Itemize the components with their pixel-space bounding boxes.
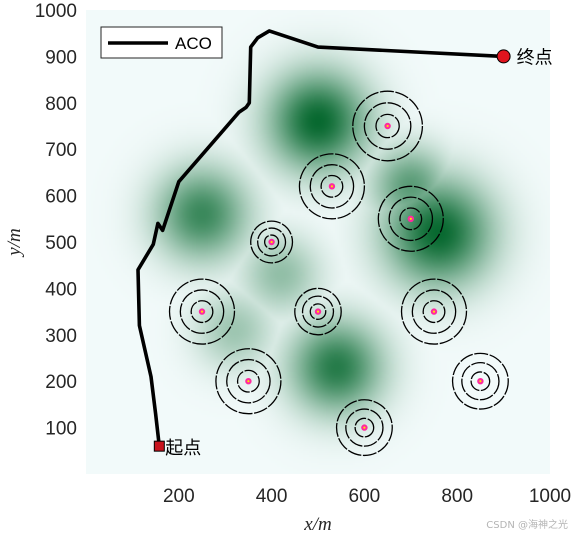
obstacle-ring (411, 289, 457, 334)
obstacle-ring (309, 303, 327, 320)
obstacle-ring (388, 196, 434, 242)
obstacle-ring (250, 220, 294, 264)
obstacle-3 (377, 185, 444, 252)
obstacle-ring (263, 234, 280, 250)
y-tick-label: 400 (45, 279, 77, 300)
obstacle-center-core (316, 310, 320, 313)
obstacle-ring (298, 153, 366, 220)
obstacle-ring (168, 278, 236, 345)
y-tick-label: 1000 (35, 1, 77, 22)
obstacle-center-core (330, 185, 334, 188)
x-tick-label: 600 (349, 486, 381, 507)
obstacle-9 (451, 352, 509, 410)
obstacle-ring (179, 289, 225, 334)
terrain-heatmap (86, 10, 550, 474)
obstacle-ring (461, 361, 500, 401)
path-layer (136, 29, 506, 449)
obstacle-ring (301, 295, 335, 328)
obstacle-center-core (386, 124, 389, 128)
obstacle-ring (451, 352, 509, 410)
obstacle-1 (352, 90, 424, 162)
x-tick-label: 800 (441, 486, 473, 507)
y-tick-label: 700 (45, 140, 77, 161)
obstacle-ring (309, 164, 355, 209)
obstacle-center-core (479, 380, 482, 383)
obstacle-ring (399, 207, 423, 231)
obstacle-2 (298, 153, 366, 220)
obstacle-6 (294, 287, 342, 336)
y-tick-label: 500 (45, 233, 77, 254)
y-tick-label: 200 (45, 372, 77, 393)
x-axis-label: x/m (303, 514, 331, 535)
start-label: 起点 (165, 438, 201, 459)
series-line-aco (136, 29, 506, 449)
obstacle-center-core (200, 310, 204, 313)
start-marker (153, 440, 165, 452)
obstacle-ring (226, 358, 271, 404)
obstacle-ring (257, 227, 287, 257)
watermark: CSDN @海神之光 (486, 518, 568, 531)
obstacle-ring (190, 300, 214, 324)
y-tick-label: 100 (45, 419, 77, 440)
markers-layer: 起点 终点 (153, 47, 553, 459)
obstacle-ring (470, 371, 491, 392)
legend: ACO (100, 26, 223, 59)
obstacle-center-core (432, 310, 436, 313)
obstacle-ring (335, 399, 393, 457)
obstacle-center-core (247, 380, 250, 383)
obstacle-4 (250, 220, 294, 264)
x-tick-label: 400 (256, 486, 288, 507)
obstacle-8 (215, 348, 282, 415)
obstacle-7 (400, 278, 468, 345)
obstacle-10 (335, 399, 393, 457)
x-axis-ticks: 200 400 600 800 1000 (163, 486, 571, 507)
obstacle-5 (168, 278, 236, 345)
obstacles-layer (168, 90, 509, 457)
x-tick-label: 200 (163, 486, 195, 507)
obstacle-ring (375, 113, 400, 139)
y-axis-ticks: 100 200 300 400 500 600 700 800 900 1000 (35, 1, 77, 440)
obstacle-center-core (270, 240, 273, 244)
x-tick-label: 1000 (529, 486, 571, 507)
obstacle-center-core (363, 426, 366, 429)
obstacle-ring (215, 348, 282, 415)
end-marker (496, 49, 511, 64)
obstacle-ring (352, 90, 424, 162)
y-axis-label: y/m (4, 228, 25, 257)
obstacle-ring (354, 417, 375, 438)
obstacle-center-core (409, 217, 412, 220)
obstacle-ring (236, 369, 260, 393)
y-tick-label: 300 (45, 326, 77, 347)
obstacle-ring (294, 287, 342, 336)
obstacle-ring (363, 102, 412, 150)
obstacle-ring (345, 408, 384, 447)
obstacle-ring (422, 300, 446, 324)
obstacle-ring (400, 278, 468, 345)
legend-label-aco: ACO (175, 34, 212, 53)
y-tick-label: 600 (45, 187, 77, 208)
end-label: 终点 (517, 47, 553, 68)
obstacle-ring (320, 174, 344, 198)
obstacle-ring (377, 185, 444, 252)
y-tick-label: 800 (45, 94, 77, 115)
y-tick-label: 900 (45, 47, 77, 68)
